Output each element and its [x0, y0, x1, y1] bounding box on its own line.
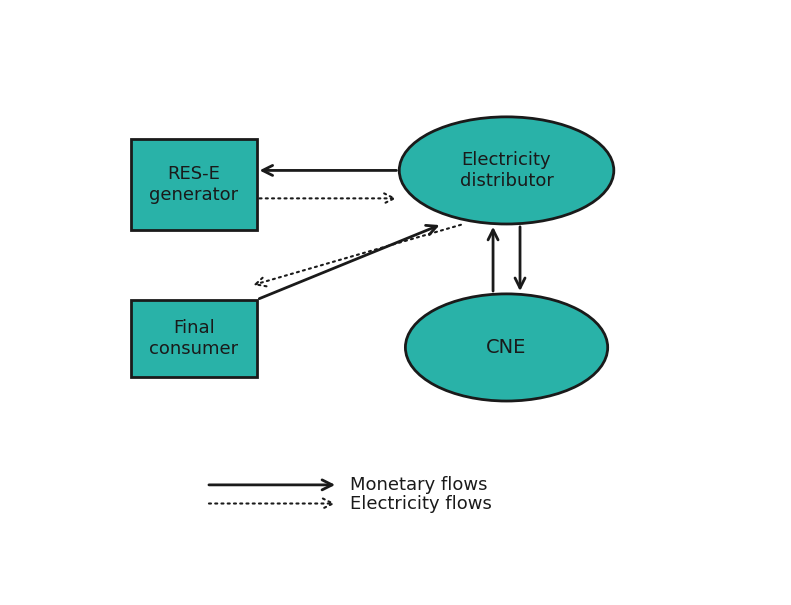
Text: Electricity
distributor: Electricity distributor [460, 151, 554, 190]
Text: Final
consumer: Final consumer [149, 319, 238, 358]
Ellipse shape [406, 294, 607, 401]
Ellipse shape [399, 117, 614, 224]
Text: Monetary flows: Monetary flows [350, 476, 488, 494]
FancyBboxPatch shape [131, 139, 257, 230]
Text: CNE: CNE [486, 338, 527, 357]
Text: Electricity flows: Electricity flows [350, 494, 492, 512]
Text: RES-E
generator: RES-E generator [149, 165, 238, 204]
FancyBboxPatch shape [131, 299, 257, 376]
